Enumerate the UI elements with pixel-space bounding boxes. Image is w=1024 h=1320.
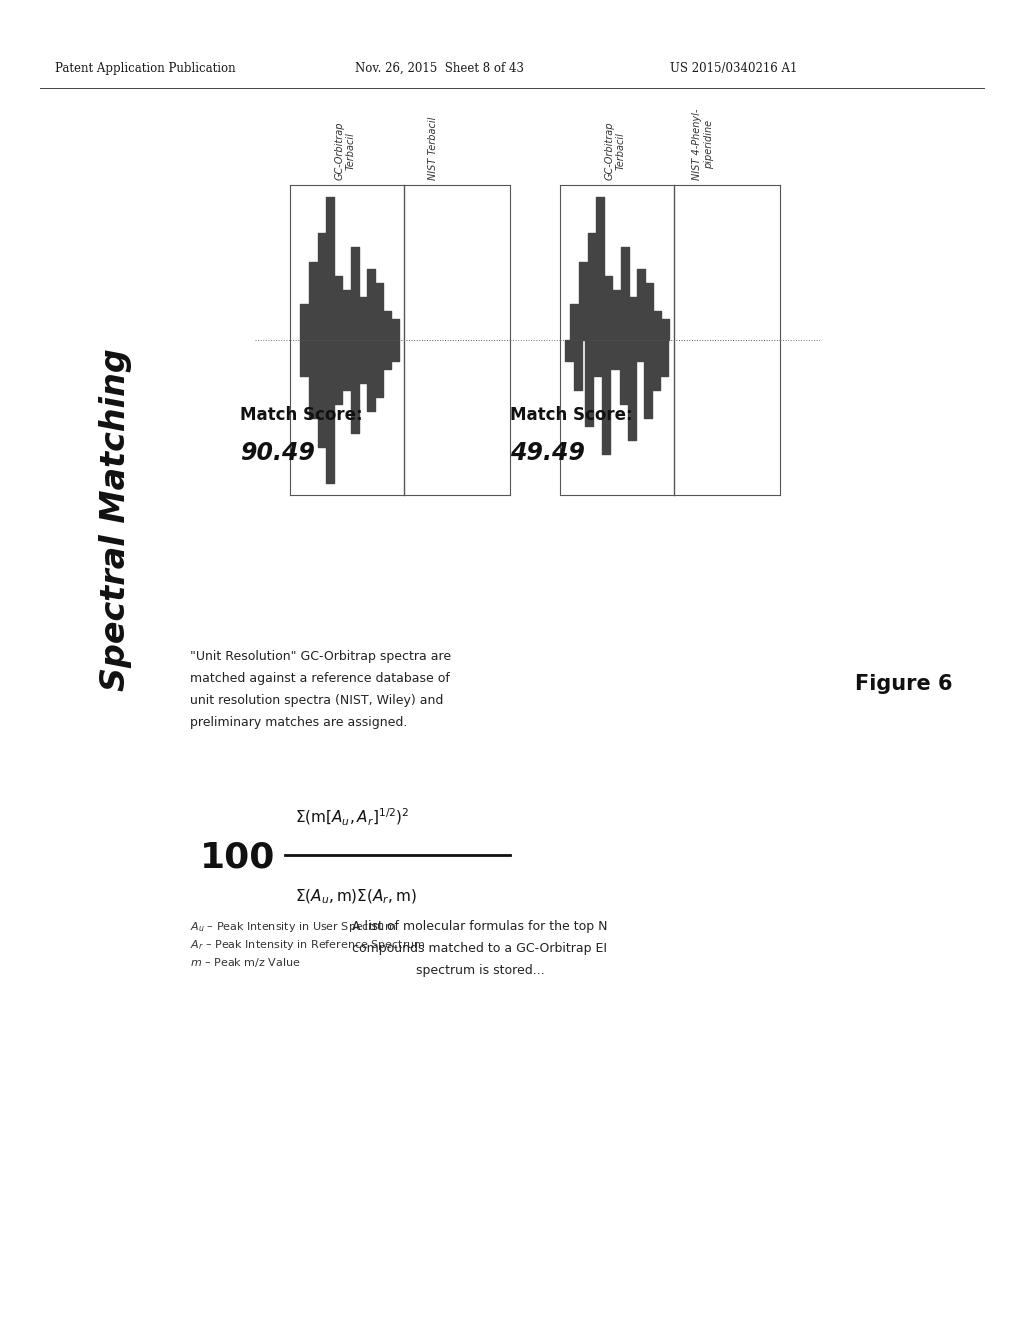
Text: NIST Terbacil: NIST Terbacil	[428, 116, 438, 180]
Text: $A_u$ – Peak Intensity in User Spectrum: $A_u$ – Peak Intensity in User Spectrum	[190, 920, 396, 935]
Text: compounds matched to a GC-Orbitrap EI: compounds matched to a GC-Orbitrap EI	[352, 942, 607, 954]
Text: spectrum is stored...: spectrum is stored...	[416, 964, 545, 977]
Text: Patent Application Publication: Patent Application Publication	[55, 62, 236, 75]
Text: GC-Orbitrap
Terbacil: GC-Orbitrap Terbacil	[334, 121, 355, 180]
Text: Match Score:: Match Score:	[510, 407, 633, 424]
Text: $A_r$ – Peak Intensity in Reference Spectrum: $A_r$ – Peak Intensity in Reference Spec…	[190, 939, 426, 952]
Text: matched against a reference database of: matched against a reference database of	[190, 672, 450, 685]
Text: A list of molecular formulas for the top N: A list of molecular formulas for the top…	[352, 920, 608, 933]
Text: $m$ – Peak m/z Value: $m$ – Peak m/z Value	[190, 956, 301, 969]
Text: preliminary matches are assigned.: preliminary matches are assigned.	[190, 715, 408, 729]
Text: US 2015/0340216 A1: US 2015/0340216 A1	[670, 62, 798, 75]
Text: $\Sigma(A_u, \mathrm{m})\Sigma(A_r, \mathrm{m})$: $\Sigma(A_u, \mathrm{m})\Sigma(A_r, \mat…	[295, 888, 417, 907]
Text: unit resolution spectra (NIST, Wiley) and: unit resolution spectra (NIST, Wiley) an…	[190, 694, 443, 708]
Text: Match Score:: Match Score:	[240, 407, 362, 424]
Text: NIST 4-Phenyl-
piperidine: NIST 4-Phenyl- piperidine	[692, 108, 714, 180]
Text: "Unit Resolution" GC-Orbitrap spectra are: "Unit Resolution" GC-Orbitrap spectra ar…	[190, 649, 452, 663]
Text: Spectral Matching: Spectral Matching	[98, 348, 131, 692]
Text: Nov. 26, 2015  Sheet 8 of 43: Nov. 26, 2015 Sheet 8 of 43	[355, 62, 524, 75]
Text: 90.49: 90.49	[240, 441, 315, 465]
Text: $\Sigma(\mathrm{m}[A_u, A_r]^{1/2})^2$: $\Sigma(\mathrm{m}[A_u, A_r]^{1/2})^2$	[295, 807, 410, 828]
Text: 49.49: 49.49	[510, 441, 585, 465]
Text: Figure 6: Figure 6	[855, 675, 952, 694]
Text: GC-Orbitrap
Terbacil: GC-Orbitrap Terbacil	[604, 121, 626, 180]
Text: 100: 100	[200, 841, 275, 875]
